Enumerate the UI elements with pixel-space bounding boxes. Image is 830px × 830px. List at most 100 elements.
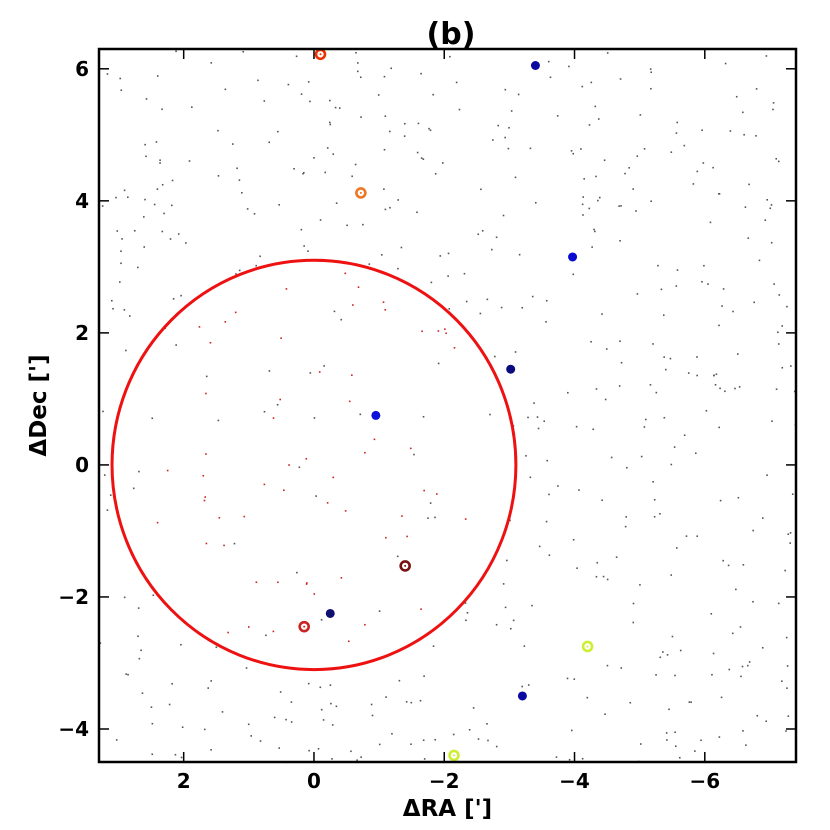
field-star [120, 262, 122, 265]
inside-star [272, 417, 275, 419]
star-field [99, 50, 797, 764]
field-star [773, 283, 775, 285]
field-star [153, 203, 156, 206]
field-star [670, 151, 673, 153]
field-star [778, 294, 781, 296]
field-star [518, 253, 521, 256]
field-star [171, 682, 173, 685]
field-star [326, 147, 329, 149]
field-star [664, 368, 667, 371]
field-star [509, 627, 512, 630]
field-star [253, 213, 256, 215]
field-star [155, 141, 158, 143]
field-star [566, 677, 569, 680]
field-star [624, 172, 626, 175]
field-star [705, 409, 708, 412]
field-star [458, 108, 461, 111]
field-star [650, 200, 652, 203]
field-star [400, 246, 403, 249]
inside-star [203, 499, 206, 502]
field-star [534, 201, 537, 204]
field-star [419, 699, 422, 702]
inside-star [401, 515, 403, 517]
field-star [619, 340, 621, 343]
field-star [235, 273, 237, 275]
field-star [752, 600, 754, 603]
field-star [430, 281, 433, 284]
field-star [610, 456, 613, 459]
field-star [548, 493, 550, 496]
field-star [660, 288, 663, 291]
field-star [319, 686, 322, 689]
field-star [702, 162, 705, 164]
y-tick-label: 4 [75, 189, 89, 213]
inside-star [151, 417, 154, 420]
field-star [495, 236, 498, 239]
filled-marker [568, 252, 578, 262]
field-star [246, 208, 249, 210]
inside-star [373, 438, 376, 441]
field-star [287, 83, 290, 86]
field-star [210, 62, 213, 64]
field-star [492, 139, 494, 141]
field-star [659, 512, 661, 515]
field-star [119, 281, 121, 283]
inside-star [332, 476, 335, 479]
field-star [303, 245, 305, 247]
field-star [712, 166, 714, 169]
field-star [383, 75, 386, 78]
field-star [307, 81, 310, 83]
inside-star [272, 630, 275, 633]
field-star [278, 747, 281, 749]
field-star [442, 162, 444, 164]
field-star [685, 535, 688, 537]
field-star [507, 147, 510, 150]
field-star [221, 711, 224, 713]
x-tick-label: −4 [559, 769, 590, 793]
inside-star [422, 415, 425, 418]
field-star [487, 739, 489, 742]
field-star [683, 144, 686, 147]
field-star [590, 81, 593, 84]
field-star [317, 747, 320, 750]
field-star [676, 547, 678, 549]
inside-star [277, 581, 279, 584]
field-star [416, 211, 418, 214]
inside-star [255, 581, 258, 584]
field-star [784, 569, 786, 572]
inside-star [351, 374, 353, 376]
field-star [464, 602, 467, 604]
field-star [781, 366, 784, 369]
field-star [452, 733, 455, 736]
field-star [465, 619, 467, 622]
field-star [583, 178, 585, 180]
field-star [308, 749, 310, 752]
field-star [688, 701, 691, 703]
field-star [356, 759, 358, 762]
inside-star [233, 542, 236, 545]
field-star [171, 204, 173, 207]
field-star [639, 114, 642, 116]
field-star [338, 107, 341, 109]
field-star [601, 499, 603, 502]
field-star [151, 753, 154, 756]
field-star [527, 416, 529, 419]
field-star [764, 219, 767, 221]
field-star [635, 210, 637, 212]
field-star [748, 183, 750, 186]
field-star [594, 230, 596, 233]
field-star [188, 160, 191, 162]
field-star [712, 652, 715, 655]
field-star [397, 267, 399, 270]
field-star [142, 216, 145, 218]
field-star [145, 155, 147, 158]
y-tick-label: −4 [58, 717, 89, 741]
inside-star [436, 493, 438, 495]
field-star [675, 285, 678, 287]
field-star [245, 667, 248, 669]
field-star [448, 308, 451, 310]
field-star [385, 696, 387, 698]
field-star [659, 656, 662, 659]
field-star [259, 740, 262, 742]
inside-star [205, 453, 207, 455]
